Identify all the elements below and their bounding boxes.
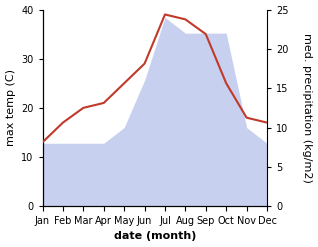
- Y-axis label: max temp (C): max temp (C): [5, 69, 16, 146]
- Y-axis label: med. precipitation (kg/m2): med. precipitation (kg/m2): [302, 33, 313, 183]
- X-axis label: date (month): date (month): [114, 231, 196, 242]
